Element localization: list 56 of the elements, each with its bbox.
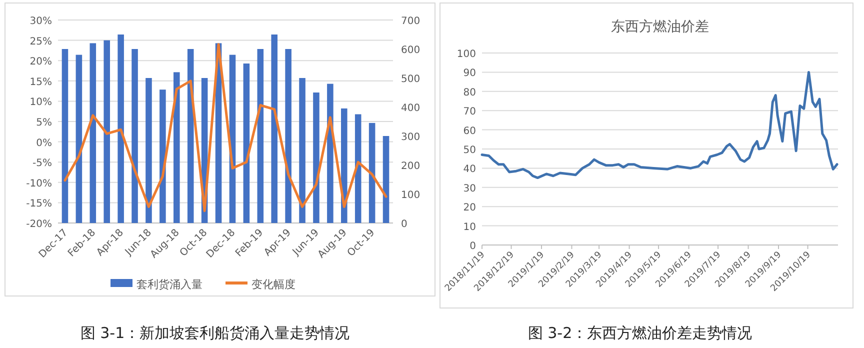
bar [243,64,250,223]
bar [146,78,152,223]
y2-tick-label: 0 [401,219,408,230]
bar [76,54,82,223]
y2-tick-label: 600 [401,45,420,56]
y-tick-label: -15% [26,198,52,210]
y-tick-label: 0% [36,138,52,149]
y-tick-label: -20% [26,219,52,230]
caption: 图 3-2：东西方燃油价差走势情况 [528,324,752,342]
y2-tick-label: 200 [401,161,420,172]
bar [174,72,180,223]
y-tick-label: 25% [30,36,52,48]
y-tick-label: 5% [36,118,52,128]
y2-tick-label: 300 [401,132,420,143]
y-tick-label: 20% [30,56,52,68]
bar [160,90,166,223]
bar [285,49,292,223]
y-tick-label: 90 [463,68,476,80]
y-tick-label: 0 [470,241,476,252]
bar [327,84,334,223]
bar [132,49,138,223]
legend-label: 套利货涌入量 [136,278,202,291]
y2-tick-label: 400 [401,103,420,114]
line-series [64,43,388,212]
bar [382,136,390,223]
y-tick-label: -10% [26,178,52,190]
bar [257,49,264,223]
bar [62,49,68,223]
bar [354,114,362,223]
y-tick-label: 30% [30,16,52,27]
y-tick-label: 15% [30,76,52,88]
y-tick-label: 50 [463,145,476,156]
bar [271,34,278,223]
y-tick-label: 40 [463,164,476,176]
y-tick-label: -5% [32,158,52,170]
bar [118,34,124,223]
y-tick-label: 70 [463,106,476,118]
bar [313,92,320,223]
y-tick-label: 100 [456,49,476,60]
y-tick-label: 10% [30,97,52,108]
chart-title: 东西方燃油价差 [611,19,709,35]
legend-label: 变化幅度 [252,278,296,291]
bar [368,122,376,223]
bar [104,40,110,223]
y-tick-label: 20 [463,202,476,214]
y-tick-label: 10 [463,222,476,233]
y2-tick-label: 700 [401,16,420,27]
line-series [480,70,838,180]
y2-tick-label: 100 [401,190,420,201]
y-tick-label: 60 [463,126,476,137]
bar [90,43,96,223]
caption: 图 3-1：新加坡套利船货涌入量走势情况 [80,324,350,342]
y2-tick-label: 500 [401,74,420,85]
y-tick-label: 80 [463,87,476,98]
y-tick-label: 30 [463,183,476,194]
bar [299,78,306,223]
